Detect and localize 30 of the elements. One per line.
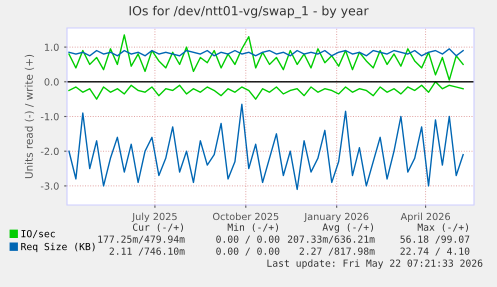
line-series [68,104,464,190]
x-tick-label: January 2026 [304,212,368,222]
y-axis-title: Units read (-) / write (+) [24,54,34,178]
text: 177.25m/479.94m [98,235,185,244]
text: 22.74 / 4.10 [400,247,470,256]
text: 56.18 /99.07 [400,235,470,244]
text: Max (-/+) [418,223,468,232]
text: 207.33m/636.21m [288,235,375,244]
line-series [68,34,464,81]
chart-title: IOs for /dev/ntt01-vg/swap_1 - by year [130,6,369,18]
text: 0.00 / 0.00 [216,235,280,244]
y-tick-label: -1.0 [40,112,59,120]
x-tick-label: October 2025 [212,212,278,220]
text: Last update: Fri May 22 07:21:33 2026 [267,259,482,269]
text: Min (-/+) [228,223,278,232]
line-series [68,48,464,56]
y-tick-label: -3.0 [40,182,59,190]
line-series [68,81,464,100]
text: Avg (-/+) [322,223,373,233]
legend-label: IO/sec [22,230,55,238]
text: 2.27 /817.98m [300,247,375,256]
text: 0.00 / 0.00 [216,247,280,256]
x-tick-label: April 2026 [400,212,450,222]
legend-label: Req Size (KB) [21,242,95,252]
y-tick-label: -2.0 [40,148,59,156]
y-tick-label: 0.0 [44,78,59,86]
text: Cur (-/+) [132,223,183,232]
text: 2.11 /746.10m [110,247,185,256]
x-tick-label: July 2025 [132,212,177,222]
y-tick-label: 1.0 [44,44,59,51]
